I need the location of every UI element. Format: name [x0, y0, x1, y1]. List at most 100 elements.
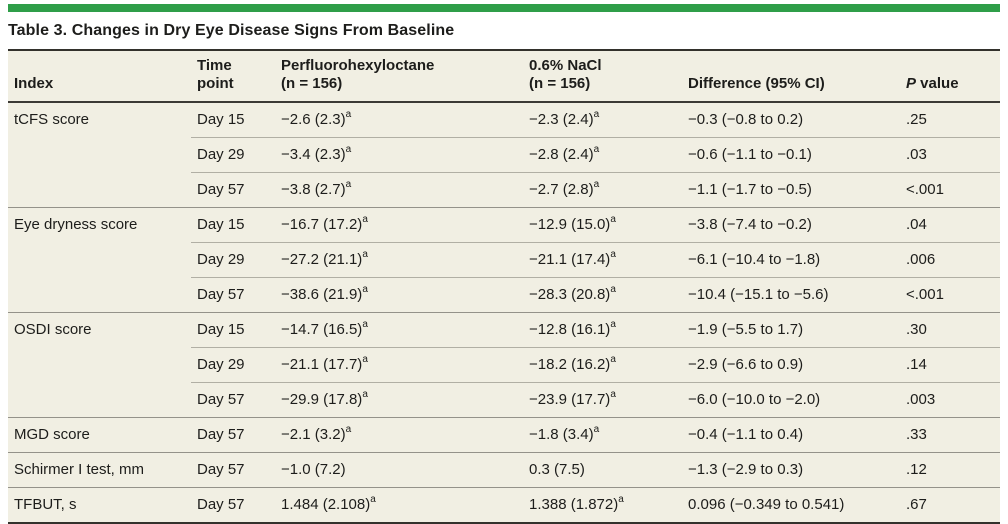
footnote-marker: a: [610, 284, 616, 295]
table-row: Day 57 −3.8 (2.7)a −2.7 (2.8)a −1.1 (−1.7 t…: [8, 172, 1000, 208]
nacl-value-cell: 1.388 (1.872)a: [523, 487, 682, 523]
pvalue-cell: .003: [900, 382, 1000, 418]
nacl-value-cell-text: −28.3 (20.8): [529, 286, 611, 303]
pvalue-cell-text: .04: [906, 216, 927, 233]
nacl-value-cell-text: 1.388 (1.872): [529, 496, 619, 513]
pfho-value-cell-text: 1.484 (2.108): [281, 496, 371, 513]
nacl-value-cell-text: −2.8 (2.4): [529, 146, 594, 163]
difference-cell: −3.8 (−7.4 to −0.2): [682, 207, 900, 243]
time-point-cell-text: Day 57: [197, 286, 245, 303]
pfho-value-cell-text: −2.6 (2.3): [281, 111, 346, 128]
pvalue-cell-text: <.001: [906, 286, 944, 303]
difference-cell: −10.4 (−15.1 to −5.6): [682, 277, 900, 313]
pvalue-cell: .67: [900, 487, 1000, 523]
col-header-time-line2: point: [197, 75, 234, 92]
nacl-value-cell: −1.8 (3.4)a: [523, 417, 682, 453]
footnote-marker: a: [362, 354, 368, 365]
header-row: Index Time point Perfluorohexyloctane (n =…: [8, 50, 1000, 103]
table-row: Day 57 −38.6 (21.9)a −28.3 (20.8)a −10.4 (−…: [8, 277, 1000, 313]
footnote-marker: a: [362, 284, 368, 295]
col-header-nacl-line1: 0.6% NaCl: [529, 57, 602, 74]
nacl-value-cell: −21.1 (17.4)a: [523, 242, 682, 278]
time-point-cell-text: Day 57: [197, 461, 245, 478]
difference-cell-text: −0.6 (−1.1 to −0.1): [688, 146, 812, 163]
difference-cell: −1.1 (−1.7 to −0.5): [682, 172, 900, 208]
difference-cell: −6.0 (−10.0 to −2.0): [682, 382, 900, 418]
time-point-cell: Day 15: [191, 102, 275, 138]
footnote-marker: a: [610, 354, 616, 365]
col-header-index: Index: [8, 50, 191, 103]
index-cell: Schirmer I test, mm: [8, 452, 191, 488]
time-point-cell: Day 57: [191, 487, 275, 523]
difference-cell: −1.9 (−5.5 to 1.7): [682, 312, 900, 348]
pfho-value-cell-text: −3.8 (2.7): [281, 181, 346, 198]
difference-cell: −6.1 (−10.4 to −1.8): [682, 242, 900, 278]
col-header-pfho-line1: Perfluorohexyloctane: [281, 57, 435, 74]
nacl-value-cell-text: −18.2 (16.2): [529, 356, 611, 373]
pvalue-cell-text: .30: [906, 321, 927, 338]
difference-cell: −0.6 (−1.1 to −0.1): [682, 137, 900, 173]
difference-cell-text: −1.9 (−5.5 to 1.7): [688, 321, 804, 338]
pvalue-cell: .12: [900, 452, 1000, 488]
col-header-pvalue: P value: [900, 50, 1000, 103]
col-header-difference-label: Difference (95% CI): [688, 75, 825, 92]
time-point-cell-text: Day 57: [197, 426, 245, 443]
time-point-cell-text: Day 15: [197, 216, 245, 233]
pfho-value-cell-text: −14.7 (16.5): [281, 321, 363, 338]
pfho-value-cell: −3.4 (2.3)a: [275, 137, 523, 173]
time-point-cell-text: Day 29: [197, 251, 245, 268]
difference-cell-text: −0.3 (−0.8 to 0.2): [688, 111, 804, 128]
table-row: OSDI score Day 15 −14.7 (16.5)a −12.8 (16.1…: [8, 312, 1000, 418]
table-body: tCFS score Day 15 −2.6 (2.3) a −2.3 (2.4)a −0…: [8, 102, 1000, 523]
table-row: Day 29 −27.2 (21.1)a −21.1 (17.4)a −6.1 (−1…: [8, 242, 1000, 278]
col-header-nacl: 0.6% NaCl (n = 156): [523, 50, 682, 103]
pfho-value-cell: 1.484 (2.108)a: [275, 487, 523, 523]
difference-cell: −1.3 (−2.9 to 0.3): [682, 452, 900, 488]
time-point-cell-text: Day 29: [197, 146, 245, 163]
pvalue-cell-text: .03: [906, 146, 927, 163]
col-header-index-label: Index: [14, 75, 54, 92]
time-point-cell: Day 57: [191, 452, 275, 488]
time-point-cell-text: Day 29: [197, 356, 245, 373]
nacl-value-cell-text: −21.1 (17.4): [529, 251, 611, 268]
time-point-cell: Day 29: [191, 347, 275, 383]
footnote-marker: a: [618, 494, 624, 505]
time-point-cell-text: Day 15: [197, 111, 245, 128]
pfho-value-cell: −38.6 (21.9)a: [275, 277, 523, 313]
footnote-marker: a: [345, 179, 352, 190]
pfho-value-cell: −16.7 (17.2)a: [275, 207, 523, 243]
difference-cell-text: −10.4 (−15.1 to −5.6): [688, 286, 829, 303]
footnote-marker: a: [362, 389, 368, 400]
time-point-cell-text: Day 57: [197, 181, 245, 198]
pvalue-cell: .14: [900, 347, 1000, 383]
table-row: Day 57 −29.9 (17.8)a −23.9 (17.7)a −6.0 (−1…: [8, 382, 1000, 418]
difference-cell-text: −6.0 (−10.0 to −2.0): [688, 391, 821, 408]
nacl-value-cell: −2.3 (2.4)a: [523, 102, 682, 138]
table-row: MGD score Day 57 −2.1 (3.2)a −1.8 (3.4)a −0.…: [8, 417, 1000, 453]
pvalue-cell-text: .006: [906, 251, 936, 268]
nacl-value-cell-text: 0.3 (7.5): [529, 461, 585, 478]
footnote-marker: a: [370, 494, 376, 505]
difference-cell-text: −6.1 (−10.4 to −1.8): [688, 251, 821, 268]
nacl-value-cell: −12.9 (15.0)a: [523, 207, 682, 243]
nacl-value-cell: −23.9 (17.7)a: [523, 382, 682, 418]
time-point-cell: Day 57: [191, 172, 275, 208]
col-header-pvalue-rest: value: [916, 75, 959, 92]
nacl-value-cell-text: −1.8 (3.4): [529, 426, 594, 443]
nacl-value-cell-text: −12.8 (16.1): [529, 321, 611, 338]
pfho-value-cell: −21.1 (17.7)a: [275, 347, 523, 383]
pfho-value-cell-text: −29.9 (17.8): [281, 391, 363, 408]
pfho-value-cell-text: −3.4 (2.3): [281, 146, 346, 163]
pvalue-cell-text: .12: [906, 461, 927, 478]
footnote-marker: a: [362, 214, 368, 225]
footnote-marker: a: [362, 319, 368, 330]
pvalue-cell: .006: [900, 242, 1000, 278]
pfho-value-cell-text: −16.7 (17.2): [281, 216, 363, 233]
difference-cell: 0.096 (−0.349 to 0.541): [682, 487, 900, 523]
footnote-marker: a: [610, 214, 616, 225]
index-cell: tCFS score: [14, 111, 90, 128]
difference-cell: −0.3 (−0.8 to 0.2): [682, 102, 900, 138]
pfho-value-cell-text: −2.1 (3.2): [281, 426, 346, 443]
difference-cell-text: −0.4 (−1.1 to 0.4): [688, 426, 804, 443]
